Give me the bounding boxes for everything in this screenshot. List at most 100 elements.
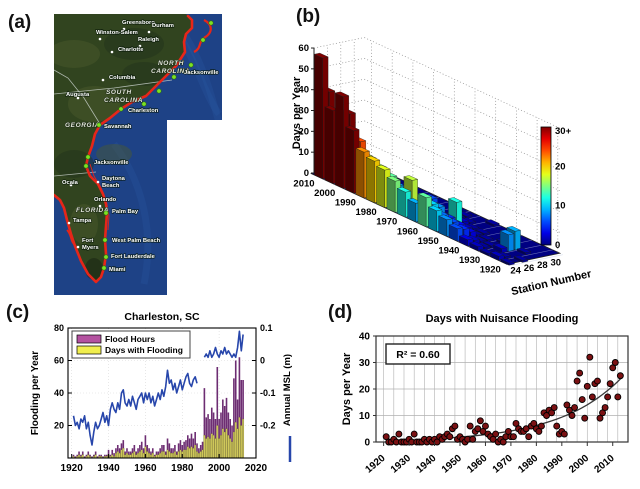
year-axis-tick: 2000 — [314, 188, 335, 199]
y-axis-tick: 30 — [359, 358, 371, 369]
state-label: FLORIDA — [76, 207, 109, 214]
data-point — [469, 435, 477, 443]
bar3d-chart: 0102030405060201020001990198019701960195… — [291, 37, 593, 298]
colorbar-tick: 20 — [555, 161, 566, 172]
data-point — [466, 422, 474, 430]
right-axis-tick: -0.2 — [260, 421, 276, 431]
city-dot — [96, 180, 100, 184]
city-label: Augusta — [66, 92, 90, 98]
data-point — [395, 430, 403, 438]
station-axis-label: Station Number — [510, 268, 593, 298]
city-label: Charlotte — [118, 47, 144, 53]
data-point — [410, 430, 418, 438]
year-axis-tick: 1920 — [480, 265, 501, 276]
x-axis-tick: 1990 — [542, 453, 566, 476]
colorbar-tick: 0 — [555, 240, 560, 251]
station-axis-tick: 30 — [551, 257, 562, 268]
state-label: CAROLINA — [104, 97, 143, 104]
right-axis-tick: 0 — [260, 356, 265, 366]
year-axis-tick: 1930 — [459, 255, 480, 266]
y-axis-tick: 0 — [364, 438, 370, 449]
x-axis-tick: 1940 — [414, 453, 438, 476]
city-dot — [101, 78, 105, 82]
city-label: Fort — [82, 238, 93, 244]
z-axis-label: Days per Year — [291, 76, 303, 149]
legend-swatch-flood-days — [76, 345, 102, 355]
chart-title: Days with Nuisance Flooding — [426, 313, 579, 325]
legend-label-flood-days: Days with Flooding — [105, 345, 183, 355]
x-axis-tick: 2010 — [593, 453, 617, 476]
y-axis-tick: 20 — [359, 385, 371, 396]
data-point — [568, 412, 576, 419]
x-axis-tick: 2000 — [567, 453, 591, 476]
data-point — [553, 422, 561, 430]
z-axis-tick: 0 — [304, 168, 309, 179]
city-label: Fort Lauderdale — [111, 254, 156, 260]
x-axis-tick: 1980 — [171, 463, 194, 474]
x-axis-tick: 1920 — [363, 453, 387, 476]
tide-station-marker — [96, 122, 102, 128]
year-axis-tick: 1960 — [397, 226, 418, 237]
year-axis-tick: 1990 — [335, 198, 356, 209]
y-axis-tick: 40 — [359, 332, 371, 343]
z-axis-tick: 30 — [298, 106, 309, 117]
data-point — [573, 377, 581, 385]
data-point — [525, 433, 533, 441]
colorbar-tick: 30+ — [555, 126, 572, 137]
city-dot — [67, 221, 71, 225]
colorbar-tick: 10 — [555, 201, 566, 212]
tide-station-marker — [85, 154, 91, 160]
city-label: Miami — [109, 267, 126, 273]
panel-label-b: (b) — [296, 6, 321, 27]
panel-label-c: (c) — [6, 302, 30, 323]
data-point — [611, 359, 619, 366]
city-dot — [122, 27, 126, 31]
z-axis-tick: 50 — [298, 64, 309, 75]
panel-c-chart: 20 40 60 80 0.1 0 -0.1 -0.2 1920 1940 1960 1980 2000… — [26, 308, 318, 489]
data-point — [446, 433, 454, 441]
data-point — [606, 380, 614, 388]
tide-station-marker — [200, 37, 206, 43]
tide-station-marker — [208, 20, 214, 26]
tide-station-marker — [141, 101, 147, 107]
city-dot — [110, 50, 114, 54]
city-dot — [76, 96, 80, 100]
state-label: CAROLINA — [151, 68, 190, 75]
landmass — [54, 14, 192, 282]
tide-station-marker — [101, 265, 107, 271]
tide-station-marker — [103, 254, 109, 260]
data-point — [560, 430, 568, 438]
panel-a-map: NORTH CAROLINA SOUTH CAROLINA GEORGIA FLORIDA… — [48, 14, 226, 295]
legend-label-flood-hours: Flood Hours — [105, 334, 155, 344]
city-label: Myers — [82, 245, 99, 251]
station-axis-tick: 24 — [510, 266, 521, 277]
city-label: Beach — [102, 183, 120, 189]
data-point — [482, 422, 489, 430]
city-dot — [138, 44, 142, 48]
x-axis-tick: 1940 — [97, 463, 120, 474]
tide-station-marker — [103, 210, 109, 216]
state-label: SOUTH — [106, 89, 132, 96]
city-label: Raleigh — [138, 37, 159, 43]
data-point — [538, 422, 545, 430]
legend-swatch-flood-hours — [76, 334, 102, 344]
city-label: Columbia — [109, 75, 136, 81]
left-axis-tick: 20 — [54, 421, 64, 431]
panel-label-d: (d) — [328, 302, 353, 323]
data-point — [594, 377, 601, 385]
msl-line — [72, 369, 198, 446]
panel-b-3d-chart: 0 10 20 30 40 50 60 2010 2000 1990 1980 1970 1960 195… — [288, 5, 640, 300]
x-axis-tick: 1960 — [134, 463, 157, 474]
year-axis-tick: 1980 — [356, 207, 377, 218]
city-dot — [69, 183, 73, 187]
data-point — [451, 422, 459, 430]
city-dot — [98, 37, 102, 41]
city-label: West Palm Beach — [112, 238, 161, 244]
z-axis-tick: 60 — [298, 43, 309, 54]
nuisance-flooding-scatter: 0 10 20 30 40 1920 1930 1940 1950 1960 1970 1980 199… — [341, 313, 629, 476]
r-squared-box — [385, 343, 451, 365]
state-border — [53, 79, 173, 95]
left-axis-label: Flooding per Year — [30, 351, 41, 435]
y-axis-tick: 10 — [359, 411, 371, 422]
right-axis-tick: 0.1 — [260, 323, 273, 333]
